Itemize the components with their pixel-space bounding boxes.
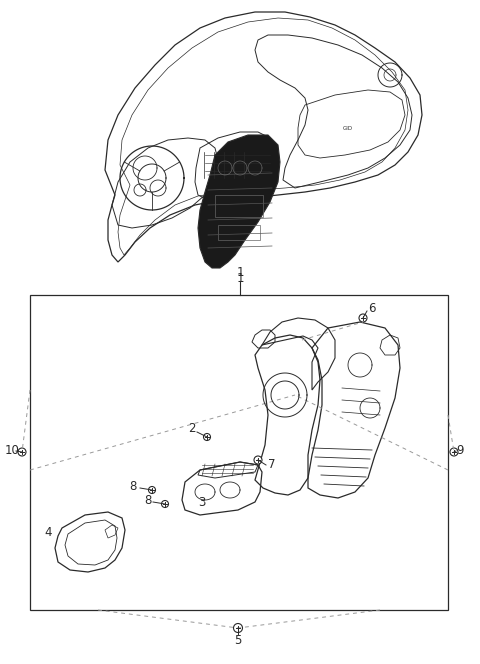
Text: 8: 8	[129, 481, 137, 493]
Circle shape	[450, 448, 458, 456]
Circle shape	[359, 314, 367, 322]
Text: 4: 4	[44, 525, 52, 539]
Circle shape	[148, 487, 156, 493]
Text: 6: 6	[368, 301, 376, 315]
Text: 3: 3	[198, 495, 206, 509]
Text: 10: 10	[5, 444, 19, 457]
Text: 7: 7	[268, 459, 276, 471]
Circle shape	[254, 456, 262, 464]
Text: 5: 5	[234, 635, 242, 647]
Text: GID: GID	[343, 125, 353, 131]
Text: 2: 2	[188, 422, 196, 436]
Text: 9: 9	[456, 444, 464, 457]
Bar	[215, 195, 263, 217]
Bar	[30, 295, 448, 610]
Text: 8: 8	[144, 495, 152, 507]
Polygon shape	[198, 135, 280, 268]
Circle shape	[233, 623, 242, 633]
Circle shape	[204, 434, 211, 440]
Circle shape	[161, 501, 168, 507]
Text: 1: 1	[236, 272, 244, 286]
Circle shape	[18, 448, 26, 456]
Bar	[218, 225, 260, 240]
Text: 1: 1	[236, 266, 244, 279]
